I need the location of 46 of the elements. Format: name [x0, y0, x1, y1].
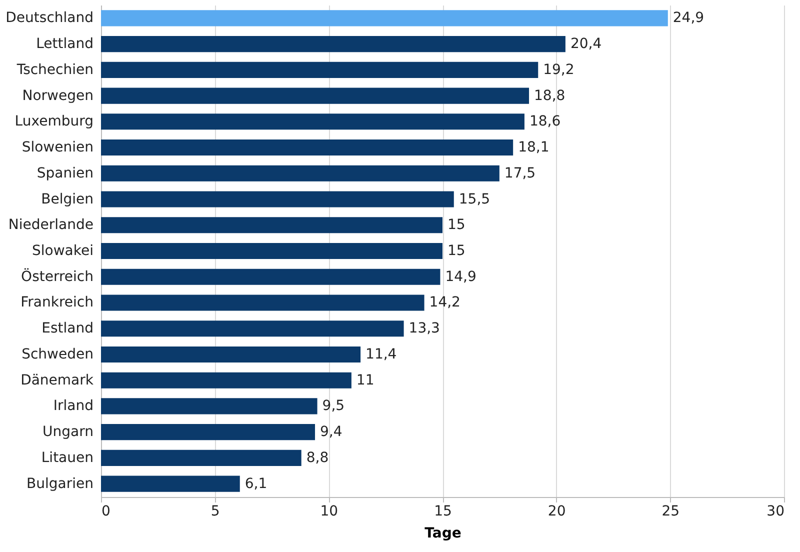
- data-label: 18,1: [518, 140, 550, 156]
- x-tick-label: 20: [548, 504, 566, 520]
- y-tick-label: Norwegen: [22, 88, 94, 104]
- data-label: 15: [448, 217, 466, 234]
- data-label: 13,3: [408, 320, 440, 337]
- data-label: 15: [448, 243, 466, 259]
- data-label: 8,8: [306, 450, 329, 466]
- y-tick-label: Estland: [42, 320, 94, 337]
- x-tick-label: 5: [210, 504, 220, 520]
- y-tick-label: Spanien: [36, 165, 94, 182]
- data-label: 6,1: [244, 476, 268, 492]
- y-tick-label: Frankreich: [20, 294, 94, 311]
- y-tick-label: Lettland: [36, 36, 94, 52]
- data-label: 9,4: [320, 424, 342, 440]
- y-tick-label: Slowakei: [32, 243, 94, 259]
- y-tick-label: Belgien: [41, 191, 94, 208]
- x-tick-label: 25: [662, 504, 680, 520]
- y-tick-label: Niederlande: [8, 217, 94, 234]
- data-label: 19,2: [543, 62, 574, 78]
- data-label: 20,4: [570, 36, 602, 52]
- y-tick-label: Bulgarien: [26, 476, 94, 492]
- y-tick-label: Deutschland: [6, 10, 94, 26]
- data-label: 18,8: [534, 88, 566, 104]
- data-label: 18,6: [529, 114, 561, 130]
- y-tick-label: Dänemark: [20, 372, 94, 388]
- data-label: 14,9: [445, 268, 476, 285]
- y-tick-label: Slowenien: [22, 140, 94, 156]
- data-label: 17,5: [504, 165, 536, 182]
- data-label: 24,9: [672, 10, 704, 26]
- y-tick-label: Tschechien: [16, 62, 94, 78]
- x-axis-title: Tage: [424, 526, 462, 542]
- y-tick-label: Luxemburg: [14, 114, 94, 130]
- data-label: 9,5: [322, 398, 345, 414]
- data-label: 11,4: [366, 346, 397, 362]
- x-tick-label: 0: [102, 504, 110, 520]
- y-tick-label: Österreich: [21, 268, 94, 285]
- x-tick-label: 30: [766, 504, 784, 520]
- x-tick-label: 15: [434, 504, 452, 520]
- y-tick-label: Ungarn: [42, 424, 94, 440]
- y-tick-label: Schweden: [22, 346, 94, 362]
- x-tick-label: 10: [320, 504, 338, 520]
- data-label: 11: [356, 372, 374, 388]
- y-tick-label: Irland: [53, 398, 94, 414]
- y-tick-label: Litauen: [41, 450, 94, 466]
- data-label: 14,2: [429, 294, 460, 311]
- data-label: 15,5: [458, 191, 490, 208]
